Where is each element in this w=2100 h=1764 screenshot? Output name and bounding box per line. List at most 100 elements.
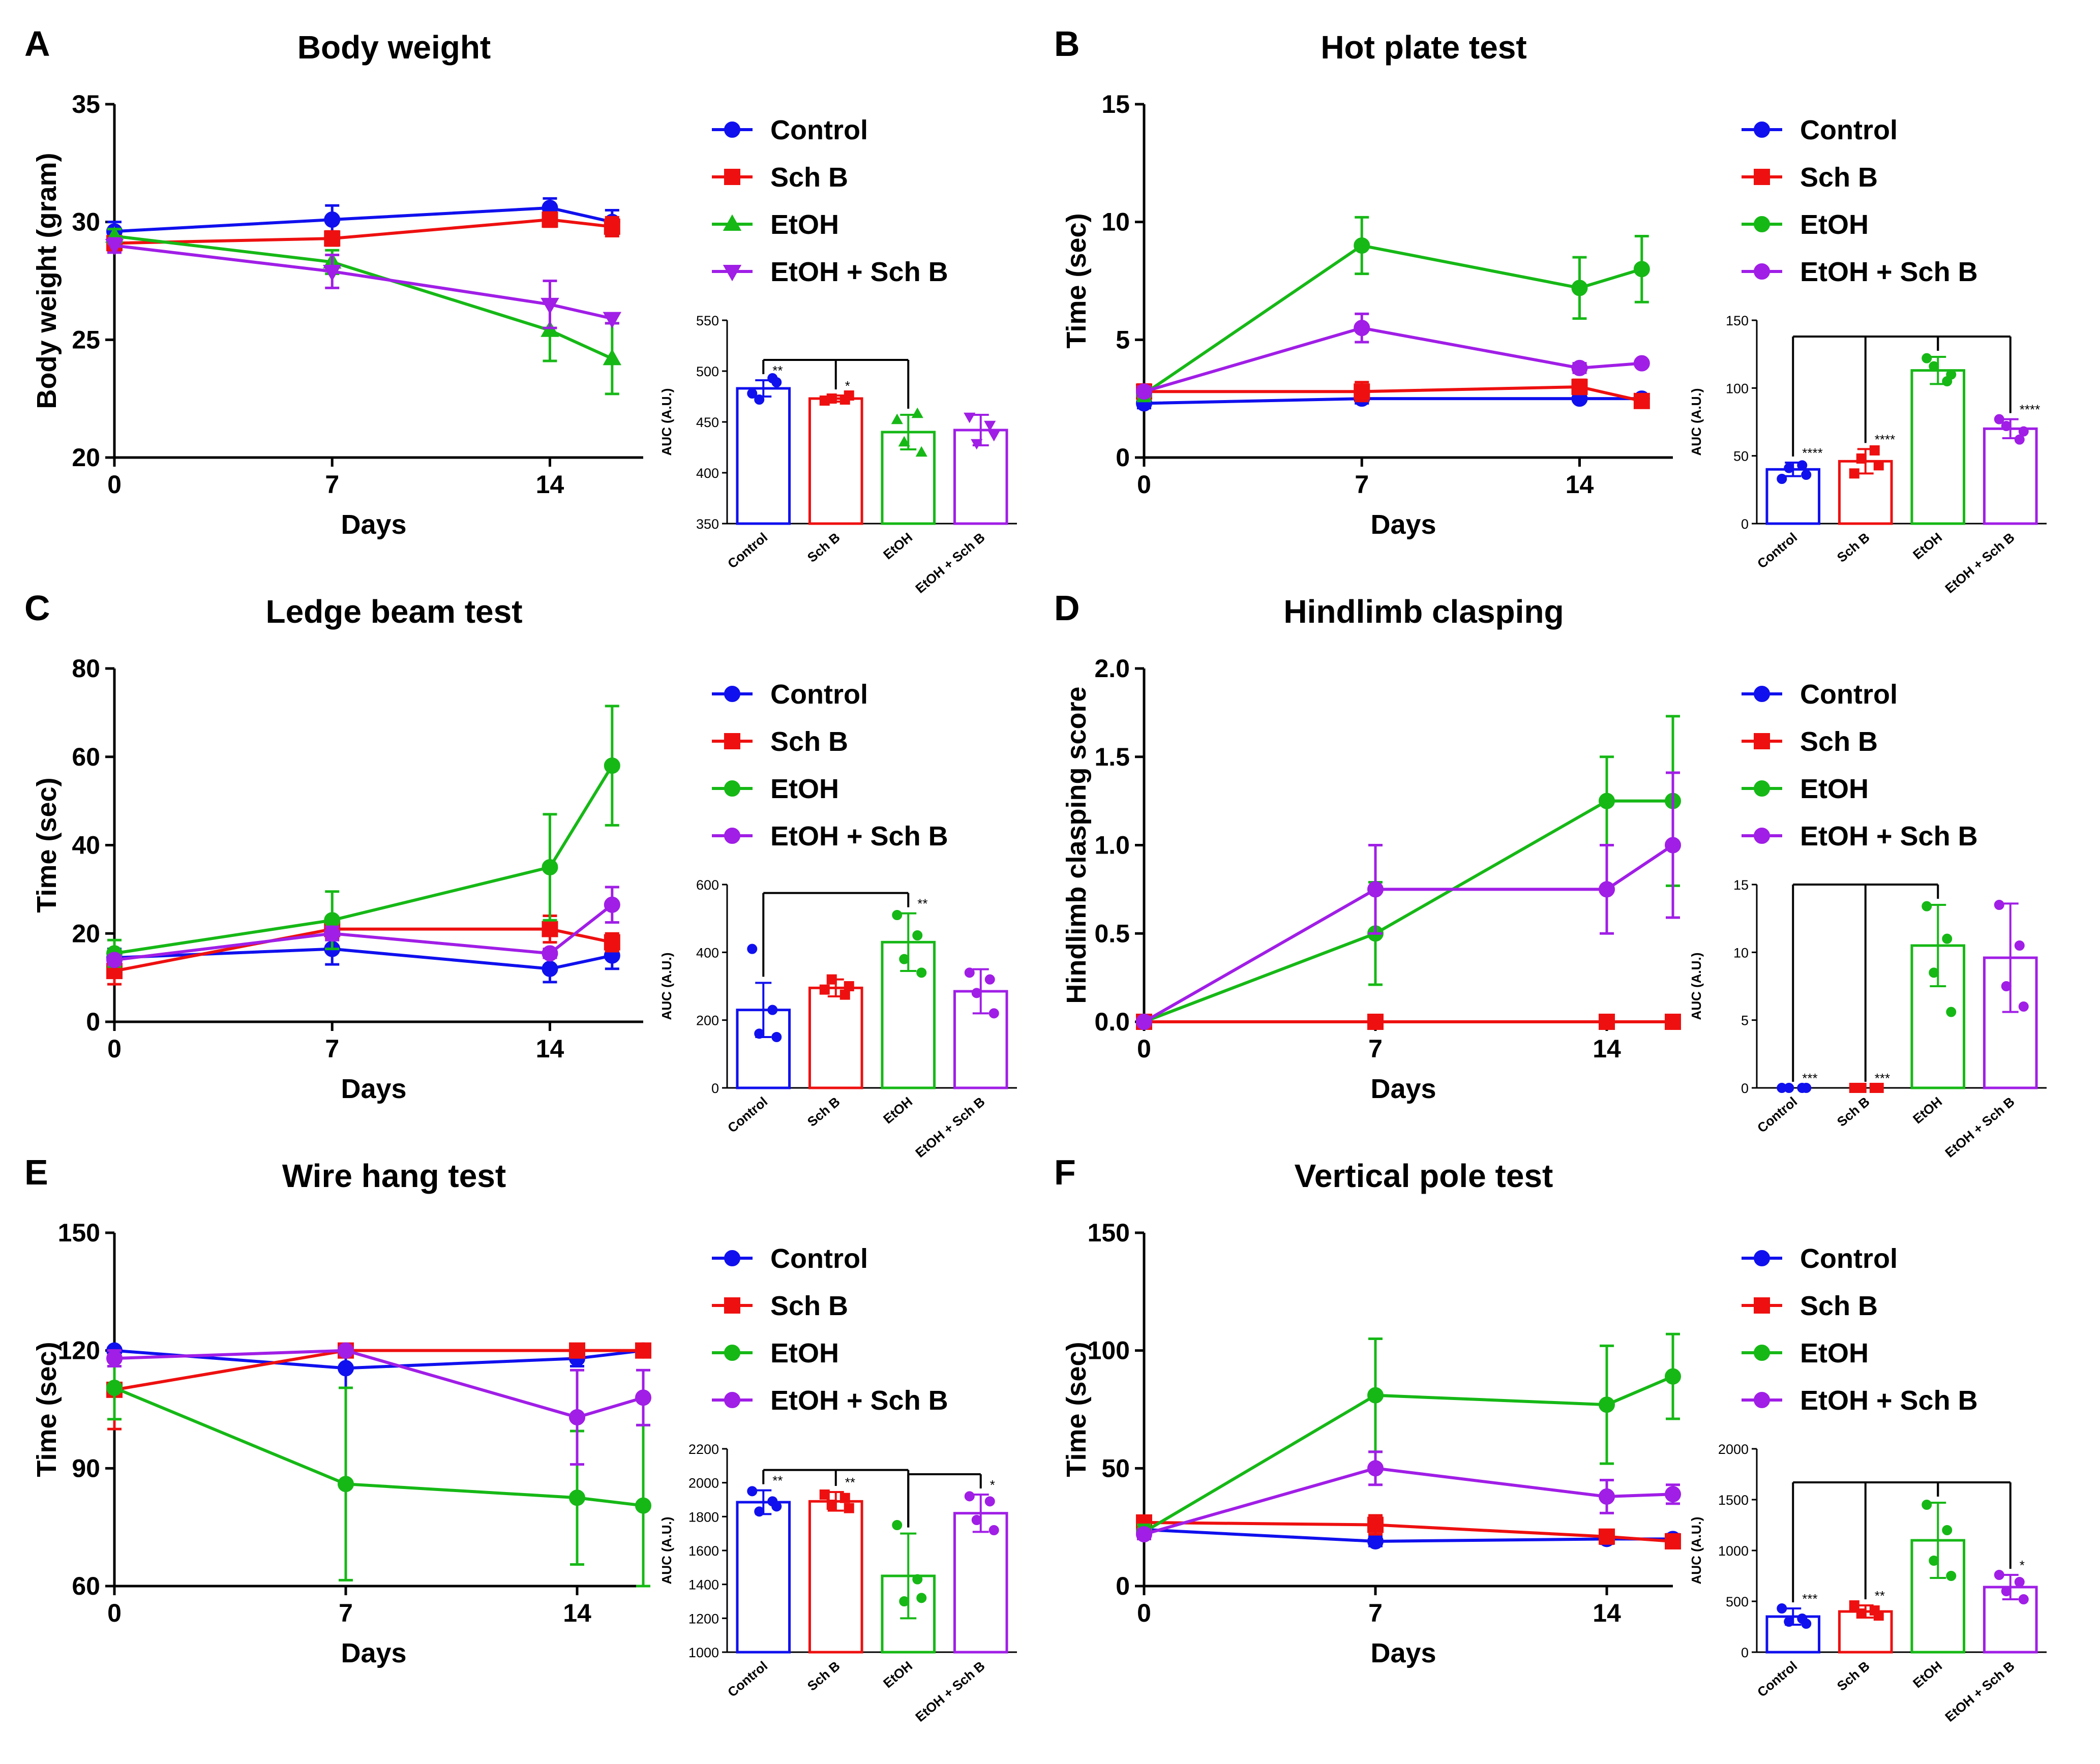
panel-e-bar-sch-b: ** Sch B (804, 1475, 863, 1694)
panel-a-series-control-line (114, 206, 613, 233)
panel-e-bar-point (912, 1574, 923, 1585)
panel-d-bar-point (1784, 1083, 1794, 1093)
panel-e-bar-y-tick-label: 1200 (688, 1611, 719, 1626)
panel-d-bar-etoh-plus-sch-b: EtOH + Sch B (1942, 900, 2038, 1161)
panel-b-bar-category-label: Sch B (1834, 530, 1873, 565)
panel-f-data-point (1599, 1396, 1615, 1413)
panel-b-bar-y-label: AUC (A.U.) (1689, 388, 1704, 456)
panel-c-letter: C (24, 588, 50, 628)
panel-e-bar-point (899, 1596, 910, 1606)
panel-f-bar-y-tick-label: 1500 (1718, 1493, 1749, 1508)
panel-e-bar-rect (953, 1512, 1008, 1654)
panel-d-bar-point (1856, 1083, 1867, 1093)
panel-b-comparison-bracket (1792, 336, 1939, 457)
panel-b-bar-rect (1983, 427, 2038, 525)
panel-e-bar-point (971, 1515, 982, 1525)
panel-a-data-point (324, 211, 341, 228)
panel-e-series-sch-b-line (114, 1349, 643, 1391)
panel-d-bar-category-label: Sch B (1834, 1094, 1873, 1130)
panel-a-legend: Control Sch B EtOH EtOH + Sch B (712, 115, 948, 287)
panel-c-bar-point (971, 988, 982, 998)
panel-b-letter: B (1054, 24, 1080, 64)
panel-c-bar-chart: 0 200 400 600 AUC (A.U.) Control Sch B ** EtOHEt… (659, 877, 1017, 1161)
panel-f-data-point (1367, 1387, 1384, 1404)
panel-a-y-label: Body weight (gram) (32, 153, 62, 409)
panel-a-legend-label-control: Control (770, 115, 868, 145)
panel-b-bar-y-tick-label: 100 (1726, 381, 1749, 396)
panel-f-bar-point (1922, 1500, 1932, 1510)
panel-c-x-tick-label: 14 (536, 1035, 564, 1063)
panel-b-bar-significance: **** (1875, 432, 1895, 447)
panel-a-x-tick-label: 14 (536, 470, 564, 499)
panel-d-data-point (1136, 1014, 1152, 1030)
panel-d-series-sch-b (1136, 1014, 1681, 1030)
panel-f-legend-marker (1754, 1345, 1770, 1361)
panel-f-bar-point (1942, 1525, 1953, 1535)
panel-a-bar-y-tick-label: 450 (696, 415, 719, 430)
panel-b-series-sch-b-line (1144, 385, 1642, 403)
panel-a-bar-category-label: Control (725, 530, 770, 571)
panel-d-legend-label-control: Control (1800, 679, 1898, 710)
panel-b-y-tick-label: 10 (1101, 208, 1130, 236)
panel-a-bar-rect (736, 387, 791, 525)
panel-e-bar-y-label: AUC (A.U.) (659, 1517, 674, 1585)
panel-f-series-etoh-plus-sch-b-line (1144, 1467, 1673, 1536)
panel-b-bar-point (1849, 468, 1859, 479)
panel-c-series-sch-b-line (114, 927, 613, 973)
panel-c-x-label: Days (341, 1074, 406, 1104)
panel-b-legend: Control Sch B EtOH EtOH + Sch B (1742, 115, 1978, 287)
panel-a-bar-y-tick-label: 400 (696, 466, 719, 481)
panel-e-legend-label-sch-b: Sch B (770, 1291, 848, 1321)
panel-d-series-etoh (1136, 715, 1681, 1030)
panel-b-bar-category-label: EtOH + Sch B (1942, 530, 2017, 596)
panel-d-bar-point (1922, 901, 1932, 911)
panel-d-bar-significance: *** (1875, 1071, 1890, 1086)
panel-b-series-sch-b (1136, 378, 1650, 409)
panel-d-data-point (1665, 837, 1681, 854)
panel-c-bar-y-tick-label: 0 (711, 1081, 719, 1096)
panel-e-bar-point (844, 1503, 854, 1513)
panel-c-bar-y-label: AUC (A.U.) (659, 953, 674, 1020)
panel-e-data-point (635, 1389, 651, 1406)
panel-a-data-point (604, 218, 620, 235)
panel-a-bar-point (964, 412, 976, 423)
panel-c-legend-marker (724, 733, 740, 749)
panel-b-bar-point (1801, 470, 1812, 480)
panel-f-bar-point (1784, 1617, 1794, 1627)
panel-f-x-tick-label: 14 (1593, 1599, 1621, 1627)
panel-e-bar-point (984, 1496, 995, 1507)
panel-c-series-etoh-line (114, 765, 614, 955)
panel-d-bar-point (2001, 981, 2012, 991)
panel-f-bar-point (1929, 1556, 1939, 1566)
panel-c-bar-point (912, 930, 923, 940)
panel-b-bar-etoh: EtOH (1910, 353, 1966, 562)
panel-c-y-label: Time (sec) (32, 777, 62, 913)
panel-d-bar-point (1801, 1083, 1812, 1093)
panel-e-bar-y-tick-label: 1400 (688, 1577, 719, 1593)
panel-c-bar-point (767, 1005, 778, 1015)
panel-e-x-tick-label: 0 (107, 1599, 122, 1627)
panel-c-y-tick-label: 60 (72, 743, 100, 771)
panel-c-bar-sch-b: Sch B (804, 974, 863, 1130)
panel-d-bar-y-label: AUC (A.U.) (1689, 953, 1704, 1020)
panel-e-y-tick-label: 60 (72, 1572, 100, 1600)
panel-d-bar-point (1873, 1083, 1884, 1093)
panel-e-y-tick-label: 120 (58, 1336, 100, 1365)
panel-b-bar-category-label: Control (1754, 530, 1800, 571)
panel-a-y-tick-label: 35 (72, 90, 100, 118)
panel-d-bar-y-tick-label: 10 (1733, 945, 1749, 960)
panel-c-y-tick-label: 80 (72, 654, 100, 683)
panel-e-data-point (338, 1342, 354, 1359)
panel-b-bar-point (1856, 453, 1867, 464)
panel-e-y-tick-label: 150 (58, 1219, 100, 1247)
panel-d-bar-point (2014, 940, 2025, 951)
panel-f-legend-label-control: Control (1800, 1243, 1898, 1274)
panel-f-bar-point (1856, 1608, 1867, 1619)
panel-e-data-point (635, 1342, 651, 1359)
panel-d-legend-marker (1754, 828, 1770, 844)
panel-c-bar-point (916, 967, 927, 978)
panel-e-data-point (338, 1476, 354, 1493)
panel-c-legend-label-etoh: EtOH (770, 774, 839, 804)
panel-f-data-point (1599, 1528, 1615, 1545)
panel-b-title: Hot plate test (1321, 29, 1526, 66)
